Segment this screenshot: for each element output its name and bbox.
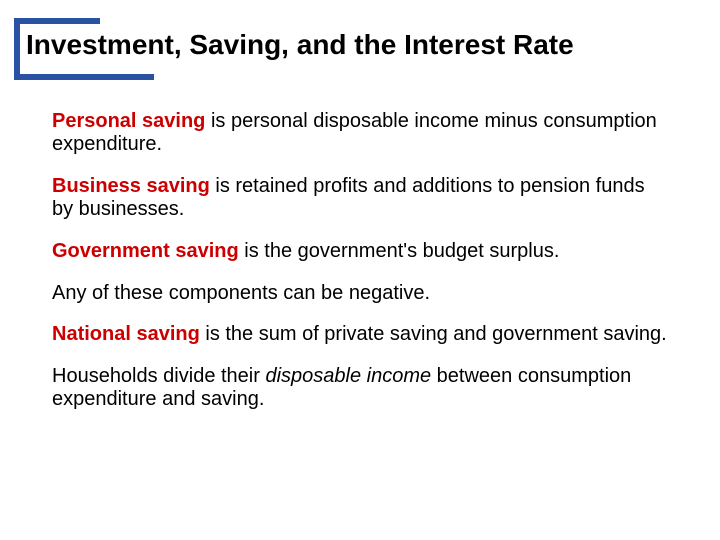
decor-rule-top bbox=[14, 18, 100, 24]
decor-rule-side bbox=[14, 18, 20, 80]
text: is the government's budget surplus. bbox=[239, 240, 560, 262]
paragraph: Business saving is retained profits and … bbox=[52, 175, 668, 222]
term: Personal saving bbox=[52, 110, 205, 132]
decor-rule-bottom bbox=[14, 74, 154, 80]
paragraph: Personal saving is personal disposable i… bbox=[52, 110, 668, 157]
text: Any of these components can be negative. bbox=[52, 282, 430, 304]
paragraph: Government saving is the government's bu… bbox=[52, 240, 668, 264]
term: Business saving bbox=[52, 175, 210, 197]
slide-title: Investment, Saving, and the Interest Rat… bbox=[20, 28, 700, 62]
paragraph: Any of these components can be negative. bbox=[52, 282, 668, 306]
title-block: Investment, Saving, and the Interest Rat… bbox=[0, 0, 720, 62]
emphasis: disposable income bbox=[265, 365, 431, 387]
term: National saving bbox=[52, 323, 200, 345]
paragraph: National saving is the sum of private sa… bbox=[52, 323, 668, 347]
slide-content: Personal saving is personal disposable i… bbox=[0, 62, 720, 412]
text: Households divide their bbox=[52, 365, 265, 387]
paragraph: Households divide their disposable incom… bbox=[52, 365, 668, 412]
term: Government saving bbox=[52, 240, 239, 262]
text: is the sum of private saving and governm… bbox=[200, 323, 667, 345]
